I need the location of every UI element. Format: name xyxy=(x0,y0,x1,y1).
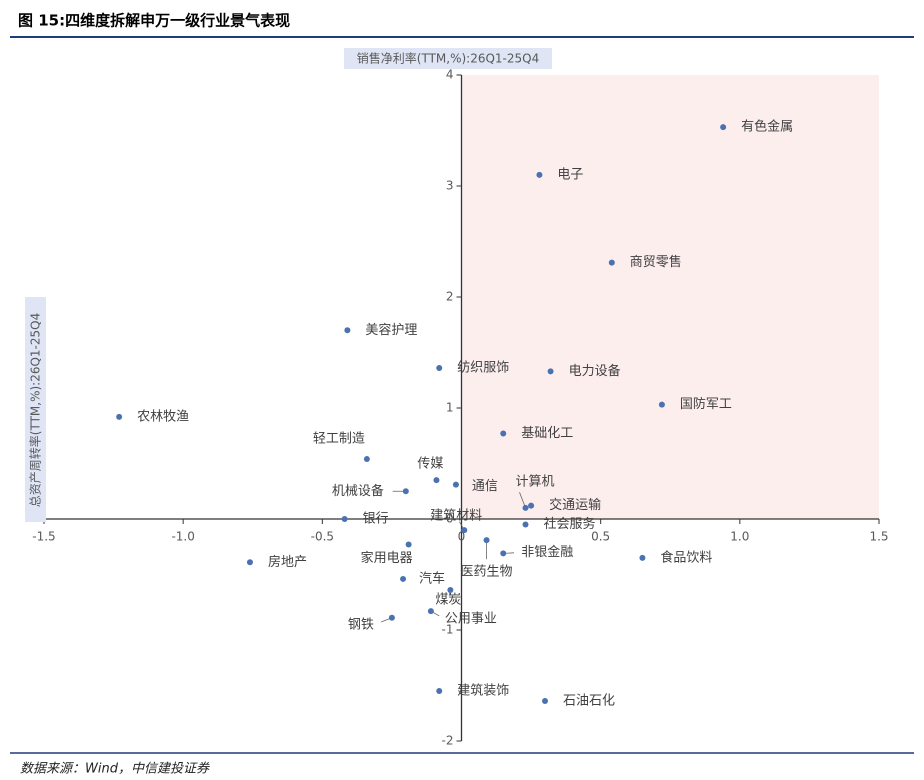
point-label: 家用电器 xyxy=(361,550,413,566)
point xyxy=(433,477,440,484)
point-label: 纺织服饰 xyxy=(457,361,509,376)
point-label: 农林牧渔 xyxy=(137,409,189,424)
point-label: 机械设备 xyxy=(332,483,384,499)
point-label: 建筑装饰 xyxy=(457,683,509,699)
y-tick-label: 4 xyxy=(446,68,454,82)
point-label: 煤炭 xyxy=(435,593,461,608)
point-label: 美容护理 xyxy=(365,322,417,338)
point-label: 国防军工 xyxy=(680,396,732,412)
point xyxy=(452,481,459,488)
point-label: 轻工制造 xyxy=(313,432,365,447)
y-tick-label: 2 xyxy=(446,290,454,304)
point-label: 医药生物 xyxy=(461,565,513,580)
point xyxy=(447,587,454,594)
x-axis-title-bg xyxy=(344,48,552,69)
point xyxy=(522,521,529,528)
x-tick-label: -1.5 xyxy=(32,530,55,544)
point-label: 银行 xyxy=(363,512,389,527)
y-tick-label: 1 xyxy=(446,401,454,415)
point xyxy=(427,608,434,615)
point-label: 商贸零售 xyxy=(630,254,682,270)
point xyxy=(436,688,443,695)
point xyxy=(720,124,727,131)
point xyxy=(639,554,646,561)
point xyxy=(388,614,395,621)
y-axis-title-bg xyxy=(25,297,46,522)
point xyxy=(542,698,548,705)
y-tick-label: -2 xyxy=(442,734,454,748)
point xyxy=(246,559,253,566)
x-tick-label: 1.5 xyxy=(869,530,888,544)
point-label: 社会服务 xyxy=(544,516,596,532)
point-label: 交通运输 xyxy=(549,497,601,513)
point-label: 石油石化 xyxy=(563,694,615,709)
point-label: 基础化工 xyxy=(521,426,573,441)
point xyxy=(483,537,490,544)
point xyxy=(461,527,468,534)
point xyxy=(402,488,409,495)
point xyxy=(528,502,535,509)
point xyxy=(522,504,529,511)
quadrant-highlight xyxy=(461,75,879,519)
point xyxy=(344,327,351,334)
point xyxy=(436,365,443,372)
source: 数据来源：Wind，中信建投证券 xyxy=(20,762,210,777)
y-tick-label: 3 xyxy=(446,179,454,193)
point xyxy=(500,550,507,557)
point-label: 传媒 xyxy=(417,457,443,472)
point xyxy=(363,456,370,463)
point-label: 有色金属 xyxy=(741,119,793,135)
point xyxy=(405,541,412,548)
point-label: 钢铁 xyxy=(348,617,374,632)
y-tick-label: 0 xyxy=(446,512,454,526)
point-label: 公用事业 xyxy=(445,612,497,627)
x-tick-label: -0.5 xyxy=(311,530,334,544)
plot: -1.5 -1.0 -0.5 0 0.5 1.0 1.5 -2 -1 0 1 2 3 4 销售净利率(TTM… xyxy=(25,48,889,748)
point xyxy=(500,430,507,437)
point-label: 非银金融 xyxy=(521,544,573,560)
y-axis-title: 总资产周转率(TTM,%):26Q1-25Q4 xyxy=(28,313,43,507)
point xyxy=(116,413,123,420)
x-tick-label: 1.0 xyxy=(730,530,749,544)
point xyxy=(400,575,407,582)
point-label: 电力设备 xyxy=(569,363,621,379)
y-tick-label: -1 xyxy=(442,623,454,637)
x-axis-title: 销售净利率(TTM,%):26Q1-25Q4 xyxy=(357,51,539,66)
x-tick-label: -1.0 xyxy=(171,530,194,544)
point-label: 汽车 xyxy=(419,570,445,586)
point-label: 通信 xyxy=(472,479,498,494)
x-tick-label: 0.5 xyxy=(591,530,610,544)
point-label: 计算机 xyxy=(516,474,555,489)
point-label: 食品饮料 xyxy=(660,549,712,565)
point-label: 电子 xyxy=(557,167,583,182)
point-label: 房地产 xyxy=(268,554,307,570)
point xyxy=(547,368,554,375)
x-tick-label: 0 xyxy=(458,530,466,544)
point xyxy=(658,401,665,408)
point xyxy=(341,516,348,522)
point xyxy=(608,259,615,266)
point xyxy=(536,171,543,178)
point-label: 建筑材料 xyxy=(430,508,482,524)
chart-title: 图 15:四维度拆解申万一级行业景气表现 xyxy=(18,12,290,30)
